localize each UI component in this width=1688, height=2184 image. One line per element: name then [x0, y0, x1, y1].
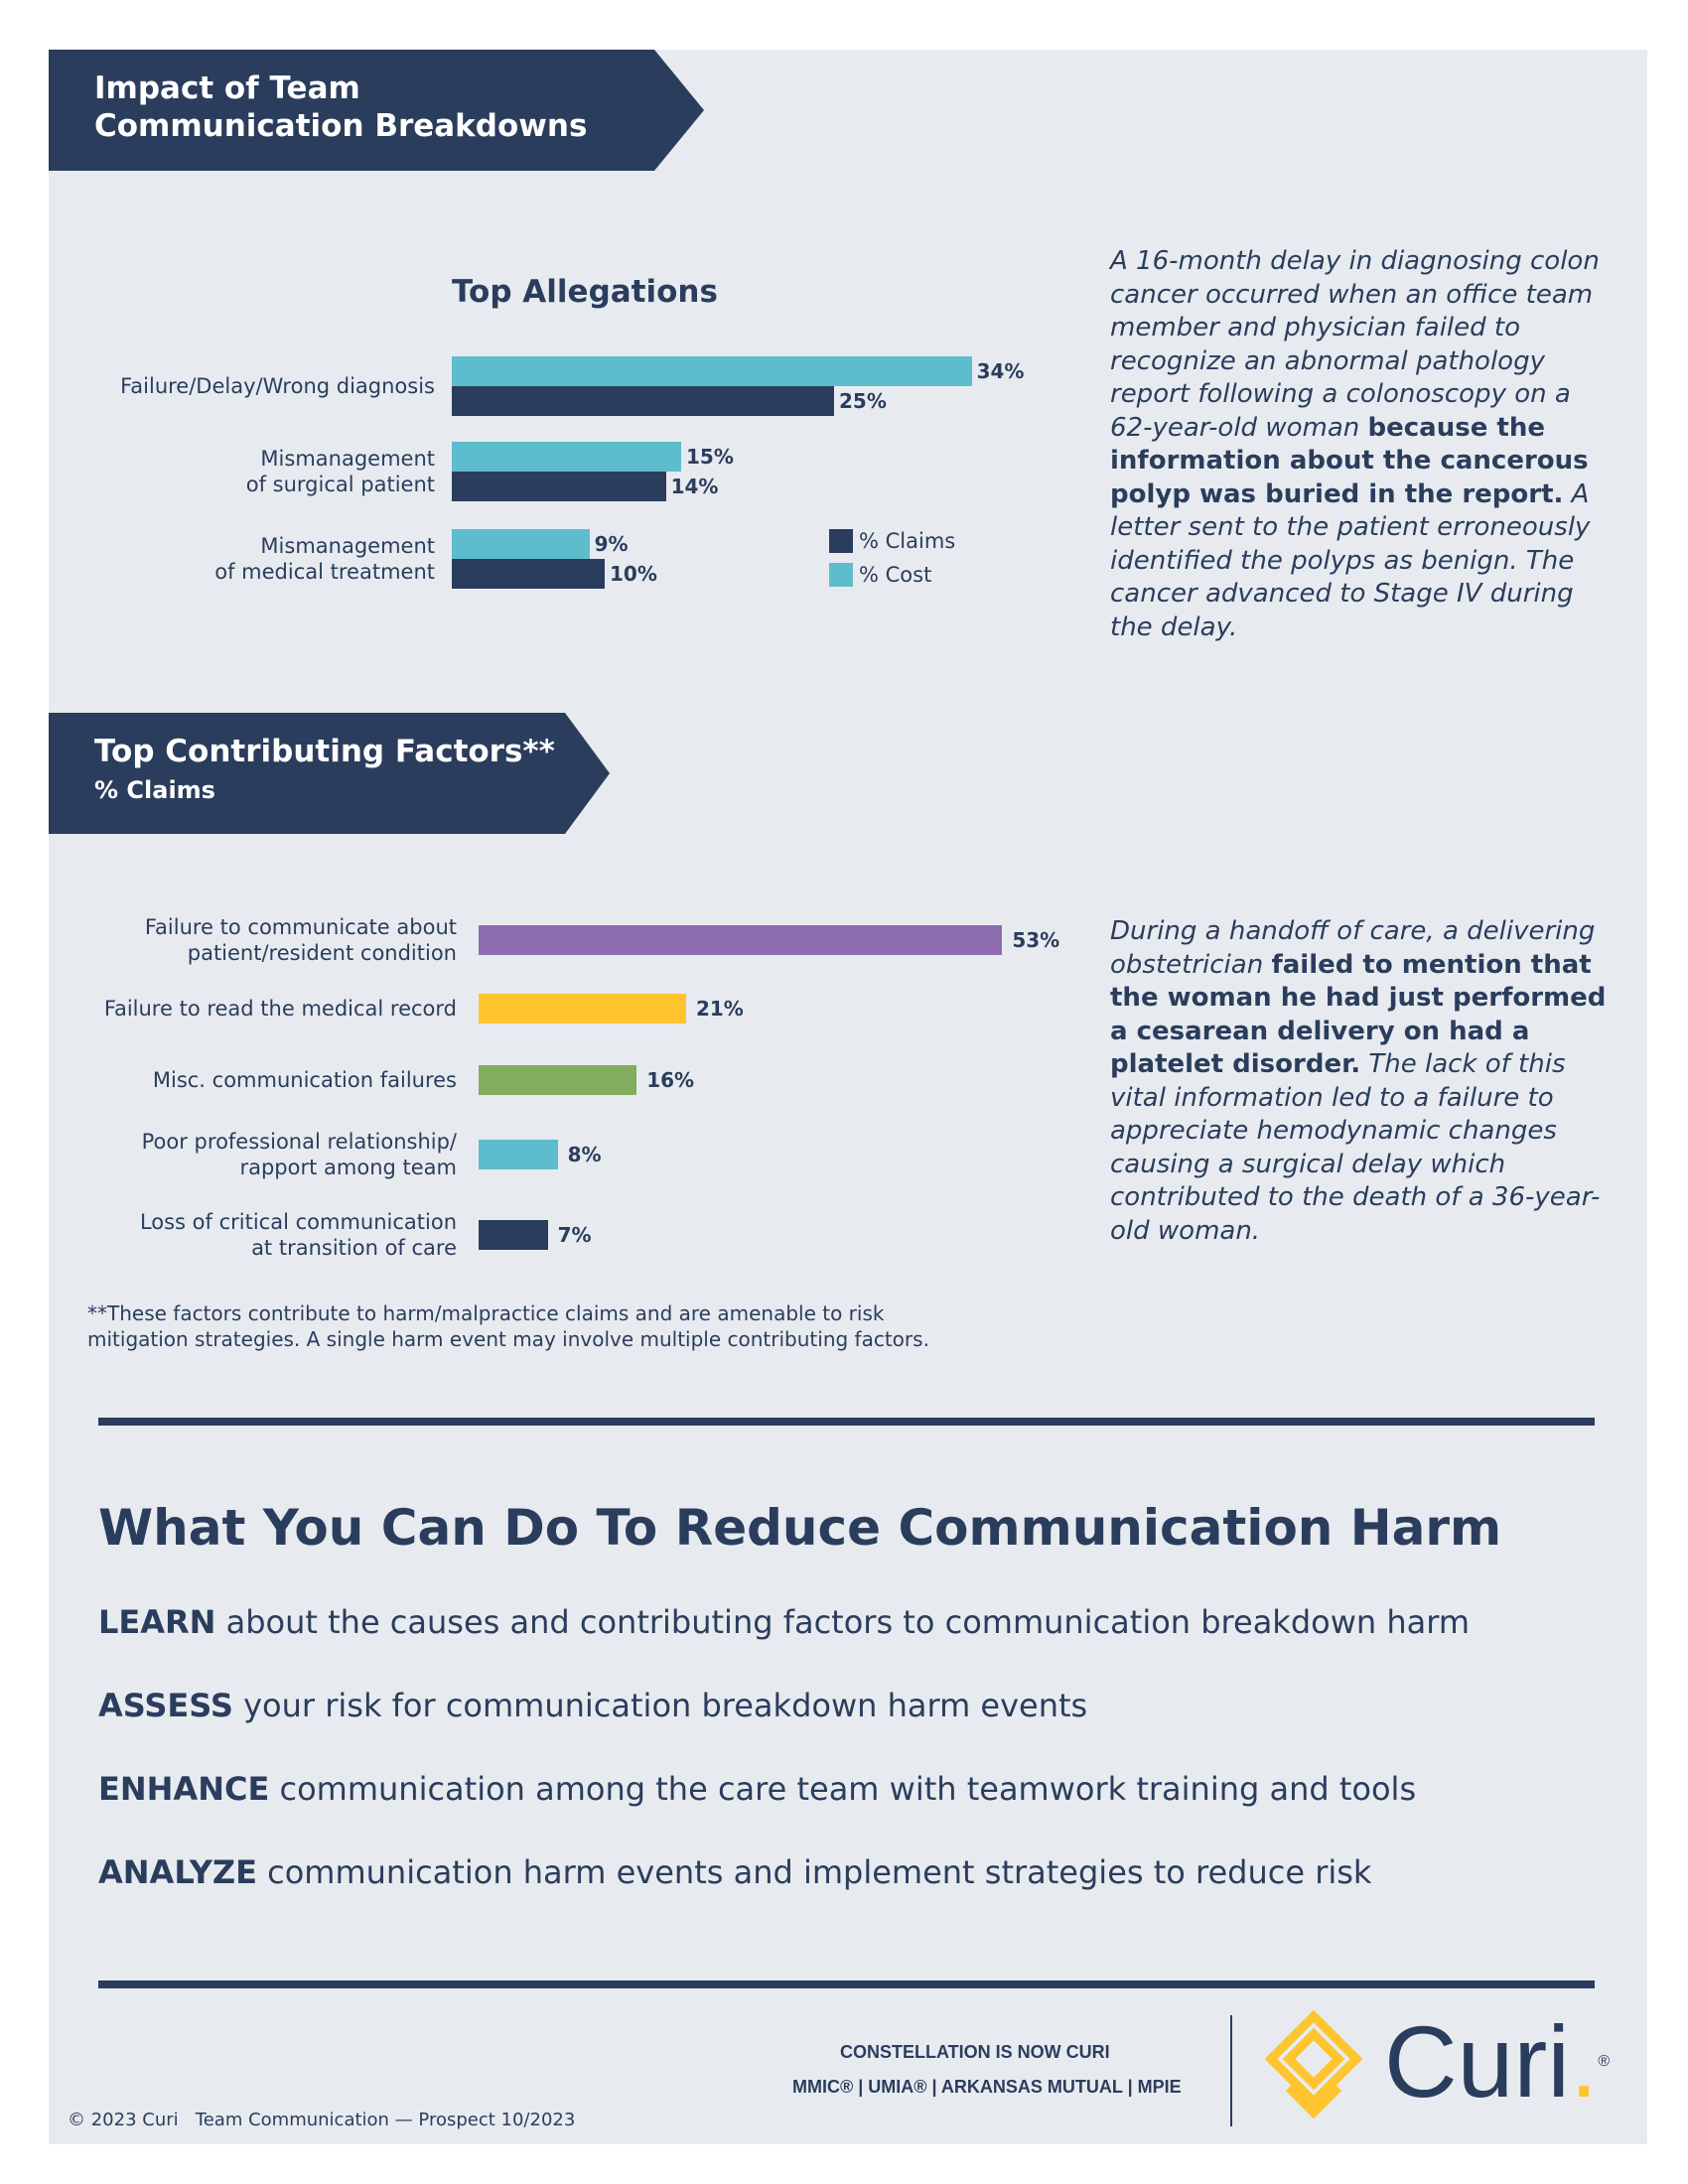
bar-cost-1 [452, 356, 972, 386]
legend-swatch-claims [829, 529, 853, 553]
category-label-line: Misc. communication failures [152, 1068, 457, 1092]
case-story-diagnosis: A 16-month delay in diagnosing colon can… [1110, 245, 1607, 644]
story2-text: During a handoff of care, a delivering o… [1110, 916, 1596, 980]
bar-misc-communication-failures [479, 1065, 637, 1095]
bar-value-label: 21% [695, 997, 744, 1021]
bar-value-label: 15% [686, 445, 734, 469]
action-learn: LEARN about the causes and contributing … [98, 1603, 1470, 1641]
logo-dot: . [1570, 2005, 1599, 2118]
content-panel [49, 50, 1647, 2144]
story1-text-end: A letter sent to the patient erroneously… [1110, 478, 1591, 642]
banner-subtitle: % Claims [94, 776, 215, 804]
category-label-line: Failure to read the medical record [103, 997, 457, 1021]
action-analyze: ANALYZE communication harm events and im… [98, 1853, 1371, 1891]
category-label-line: Mismanagement [260, 447, 435, 471]
actions-heading: What You Can Do To Reduce Communication … [98, 1499, 1502, 1557]
bar-failure-to-read-the-medical-record [479, 994, 686, 1024]
logo-text: Curi [1384, 2005, 1571, 2118]
action-text: your risk for communication breakdown ha… [232, 1687, 1088, 1724]
bar-cost-2 [452, 442, 681, 472]
category-label-line: patient/resident condition [187, 941, 457, 965]
curi-logo-mark [1264, 2010, 1363, 2119]
bar-claims-1 [452, 386, 834, 416]
category-label-loss-of-critical-communication-at-transition-of-care: Loss of critical communication at transit… [140, 1209, 457, 1261]
logo-registered: ® [1598, 2053, 1611, 2070]
bar-claims-3 [452, 559, 605, 589]
curi-logo-wordmark: Curi.® [1384, 2007, 1610, 2116]
bar-value-label: 8% [567, 1143, 602, 1166]
category-label-failure-to-communicate-about-patient-resident-condition: Failure to communicate about patient/resi… [145, 914, 457, 966]
action-verb: ANALYZE [98, 1853, 257, 1891]
footer-tagline: CONSTELLATION IS NOW CURI [840, 2042, 1110, 2062]
action-text: communication among the care team with t… [269, 1770, 1417, 1808]
category-label-failure-to-read-the-medical-record: Failure to read the medical record [104, 996, 457, 1022]
section-banner-impact: Impact of Team Communication Breakdowns [49, 50, 704, 171]
action-enhance: ENHANCE communication among the care tea… [98, 1770, 1416, 1808]
action-verb: ASSESS [98, 1687, 233, 1724]
footer-copyright: © 2023 Curi Team Communication — Prospec… [68, 2110, 576, 2130]
footer-companies: MMIC® | UMIA® | ARKANSAS MUTUAL | MPIE [792, 2077, 1182, 2097]
footnote-line2: mitigation strategies. A single harm eve… [87, 1327, 929, 1351]
case-story-handoff: During a handoff of care, a delivering o… [1110, 915, 1607, 1248]
divider-top [98, 1418, 1595, 1426]
footnote: **These factors contribute to harm/malpr… [87, 1300, 929, 1352]
banner-title-line1: Impact of Team [94, 70, 360, 106]
action-text: about the causes and contributing factor… [215, 1603, 1470, 1641]
bar-value-label: 14% [670, 475, 719, 498]
legend-swatch-cost [829, 563, 853, 587]
legend-claims: % Claims [829, 529, 955, 553]
legend-label-claims: % Claims [859, 529, 956, 553]
category-label-poor-professional-relationship-rapport-among-team: Poor professional relationship/rapport a… [142, 1129, 457, 1180]
bar-cost-3 [452, 529, 590, 559]
bar-value-label: 34% [976, 359, 1025, 383]
chart-title-top-allegations: Top Allegations [452, 274, 718, 310]
bar-value-label: 10% [610, 562, 657, 586]
category-label-line: at transition of care [251, 1236, 457, 1260]
category-label-line: Loss of critical communication [139, 1210, 457, 1234]
bar-claims-2 [452, 472, 666, 501]
action-verb: LEARN [98, 1603, 216, 1641]
banner-title-line2: Communication Breakdowns [94, 108, 588, 144]
bar-loss-of-critical-communication-at-transition-of-care [479, 1220, 548, 1250]
bar-value-label: 9% [594, 532, 629, 556]
bar-value-label: 16% [646, 1068, 695, 1092]
category-label-line: rapport among team [239, 1156, 457, 1179]
category-label-line: Mismanagement [260, 534, 435, 558]
category-label-mismanagement-of-medical-treatment: Mismanagement of medical treatment [214, 533, 435, 585]
category-label-line: of surgical patient [245, 473, 435, 496]
story1-text: A 16-month delay in diagnosing colon can… [1110, 246, 1600, 443]
divider-bottom [98, 1980, 1595, 1988]
section-banner-contributing-factors: Top Contributing Factors** % Claims [49, 713, 610, 834]
bar-failure-to-communicate-about-patient-resident-condition [479, 925, 1003, 955]
logo-diamond-outer [1264, 2010, 1363, 2109]
story2-highlight: failed to mention that the woman he had … [1110, 949, 1607, 1080]
action-assess: ASSESS your risk for communication break… [98, 1687, 1087, 1724]
action-text: communication harm events and implement … [256, 1853, 1372, 1891]
category-label-failure-delay-wrong-diagnosis: Failure/Delay/Wrong diagnosis [120, 373, 435, 399]
footnote-line1: **These factors contribute to harm/malpr… [87, 1301, 885, 1325]
banner-title: Top Contributing Factors** [94, 734, 555, 769]
category-label-line: Failure/Delay/Wrong diagnosis [120, 374, 435, 398]
logo-diamond-inner [1282, 2027, 1345, 2091]
footer-vertical-divider [1230, 2015, 1232, 2126]
category-label-misc-communication-failures: Misc. communication failures [153, 1067, 457, 1093]
legend-cost: % Cost [829, 563, 931, 587]
bar-value-label: 25% [839, 389, 887, 413]
bar-value-label: 7% [557, 1223, 592, 1247]
category-label-line: of medical treatment [214, 560, 435, 584]
bar-value-label: 53% [1012, 928, 1060, 952]
bar-poor-professional-relationship-rapport-among-team [479, 1140, 558, 1169]
category-label-line: Failure to communicate about [144, 915, 457, 939]
category-label-mismanagement-of-surgical-patient: Mismanagement of surgical patient [246, 446, 435, 497]
category-label-line: Poor professional relationship/ [141, 1130, 457, 1154]
story2-text-end: The lack of this vital information led t… [1110, 1049, 1601, 1246]
action-verb: ENHANCE [98, 1770, 270, 1808]
legend-label-cost: % Cost [859, 563, 932, 587]
story1-highlight: because the information about the cancer… [1110, 412, 1589, 509]
logo-chevron [1285, 2084, 1342, 2119]
